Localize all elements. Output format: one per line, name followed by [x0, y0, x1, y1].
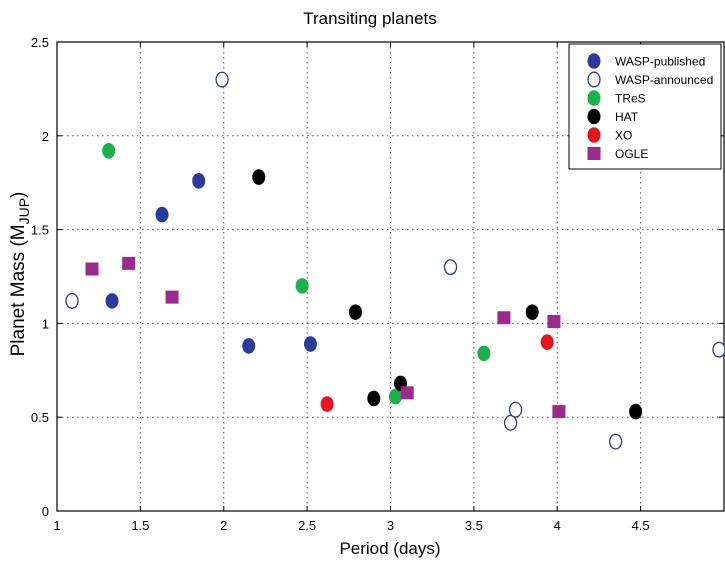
data-point-tres [477, 345, 491, 362]
data-point-wasp-announced [503, 414, 518, 431]
y-tick-label: 1 [42, 316, 49, 331]
x-tick-label: 1 [53, 518, 60, 533]
legend-label-wasp-published: WASP-published [615, 55, 705, 69]
data-point-ogle [85, 262, 99, 276]
grid-lines [57, 42, 724, 511]
x-tick-label: 2.5 [298, 518, 316, 533]
x-tick-label: 4 [554, 518, 561, 533]
x-tick-label: 1.5 [131, 518, 149, 533]
legend-label-xo: XO [615, 129, 632, 143]
x-axis: 1 1.5 2 2.5 3 3.5 4 4.5 [53, 42, 650, 533]
data-point-wasp-published [242, 338, 256, 354]
data-point-ogle [547, 315, 561, 329]
data-point-xo [540, 334, 554, 350]
x-axis-label: Period (days) [339, 539, 440, 558]
y-axis-label: Planet Mass (MJUP) [8, 192, 32, 357]
data-point-wasp-published [192, 173, 206, 189]
y-tick-label: 2 [42, 129, 49, 144]
x-tick-label: 3 [387, 518, 394, 533]
data-point-ogle [122, 256, 136, 270]
chart-title: Transiting planets [303, 9, 437, 28]
legend-marker-hat [587, 108, 601, 125]
legend: WASP-published WASP-announced TReS HAT XO OGL… [568, 43, 722, 170]
legend-label-hat: HAT [615, 110, 639, 124]
y-axis-label-main: Planet Mass (M [8, 224, 29, 356]
legend-marker-xo [587, 127, 601, 143]
legend-marker-tres [587, 90, 601, 106]
x-tick-label: 4.5 [632, 518, 650, 533]
x-tick-label: 2 [220, 518, 227, 533]
data-point-tres [389, 388, 403, 405]
data-point-ogle [552, 405, 566, 419]
data-point-wasp-announced [608, 433, 623, 450]
data-point-wasp-announced [215, 71, 229, 88]
legend-marker-wasp-announced [587, 71, 601, 88]
data-point-ogle [400, 386, 414, 400]
data-point-wasp-announced [508, 401, 523, 418]
data-point-wasp-published [105, 293, 119, 309]
data-point-hat [348, 304, 362, 320]
data-point-hat [367, 390, 381, 407]
legend-label-ogle: OGLE [615, 147, 648, 161]
x-tick-label: 3.5 [465, 518, 483, 533]
data-point-hat [252, 169, 266, 185]
data-point-wasp-announced [443, 259, 458, 276]
legend-label-tres: TReS [615, 92, 646, 106]
data-point-hat [629, 403, 643, 420]
y-tick-label: 0 [42, 504, 49, 519]
legend-label-wasp-announced: WASP-announced [615, 73, 713, 87]
y-tick-label: 2.5 [31, 35, 49, 50]
data-point-xo [320, 396, 334, 412]
y-axis-label-close: ) [8, 192, 29, 198]
data-point-wasp-published [155, 206, 169, 223]
data-point-ogle [497, 311, 511, 325]
y-axis: 0 0.5 1 1.5 2 2.5 [31, 35, 724, 519]
legend-marker-wasp-published [587, 53, 601, 69]
y-tick-label: 1.5 [31, 223, 49, 238]
data-point-tres [295, 278, 309, 294]
data-points [65, 71, 725, 450]
data-point-ogle [165, 290, 179, 304]
data-point-wasp-published [303, 336, 317, 352]
y-axis-label-subscript: JUP [16, 198, 32, 224]
legend-marker-ogle [587, 147, 601, 160]
data-point-wasp-announced [712, 341, 725, 358]
data-point-wasp-announced [65, 292, 79, 309]
data-point-tres [102, 143, 116, 159]
data-point-hat [525, 304, 539, 320]
y-tick-label: 0.5 [31, 410, 49, 425]
